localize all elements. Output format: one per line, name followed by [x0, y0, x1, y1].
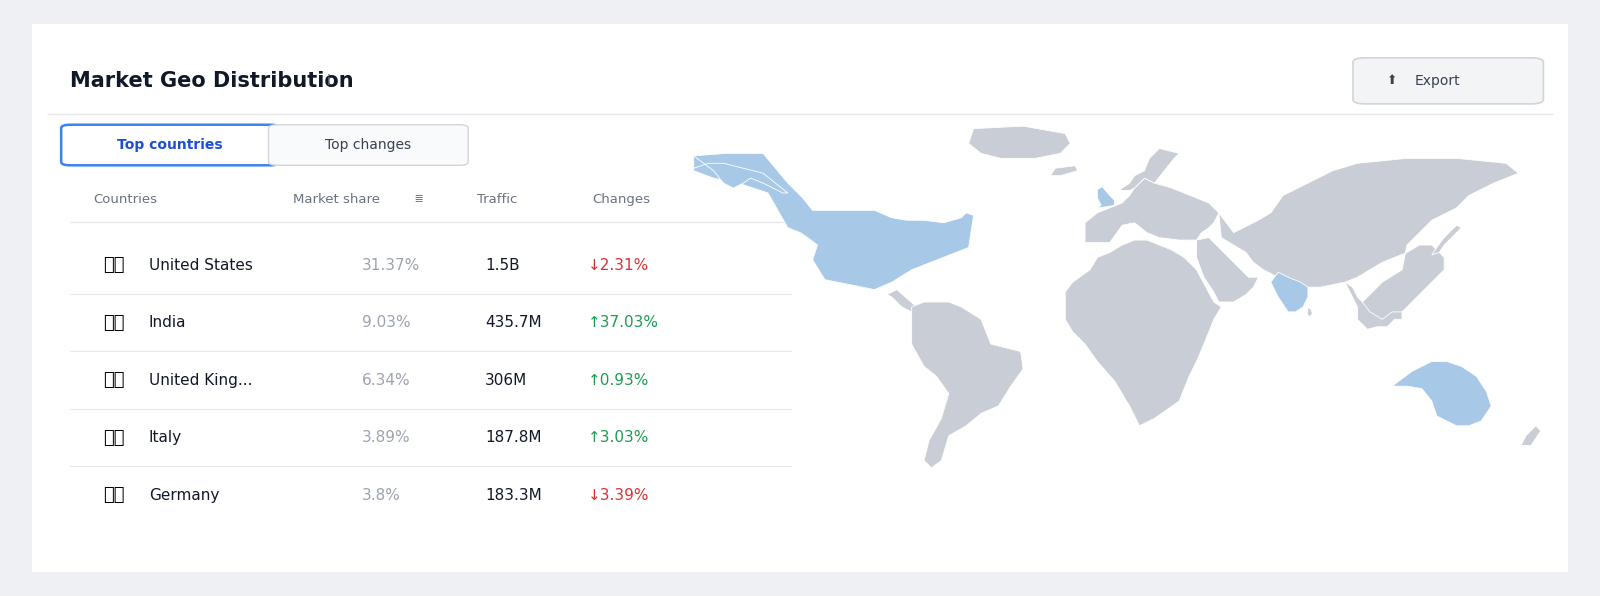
Text: 🇮🇹: 🇮🇹 [102, 429, 125, 447]
Text: ↑37.03%: ↑37.03% [589, 315, 659, 330]
Polygon shape [912, 302, 1022, 468]
Polygon shape [1085, 178, 1219, 243]
Text: ↓3.39%: ↓3.39% [589, 488, 650, 503]
Text: 435.7M: 435.7M [485, 315, 542, 330]
Text: Market Geo Distribution: Market Geo Distribution [70, 72, 354, 91]
Text: Italy: Italy [149, 430, 182, 445]
Text: 3.8%: 3.8% [362, 488, 402, 503]
Polygon shape [1270, 272, 1307, 312]
Text: Top changes: Top changes [325, 138, 411, 152]
Text: Germany: Germany [149, 488, 219, 503]
Text: 3.89%: 3.89% [362, 430, 411, 445]
Text: Changes: Changes [592, 193, 651, 206]
Text: ↓2.31%: ↓2.31% [589, 257, 650, 272]
Polygon shape [968, 126, 1070, 159]
Text: 9.03%: 9.03% [362, 315, 411, 330]
FancyBboxPatch shape [61, 125, 280, 165]
Polygon shape [886, 290, 925, 317]
Text: i: i [326, 74, 331, 88]
Text: 🇩🇪: 🇩🇪 [102, 486, 125, 504]
FancyBboxPatch shape [1354, 58, 1544, 104]
Polygon shape [1197, 238, 1259, 302]
Text: ↑3.03%: ↑3.03% [589, 430, 650, 445]
Text: 🇬🇧: 🇬🇧 [102, 371, 125, 389]
Text: 31.37%: 31.37% [362, 257, 421, 272]
Polygon shape [1096, 187, 1115, 209]
Text: 187.8M: 187.8M [485, 430, 542, 445]
Text: Export: Export [1414, 74, 1461, 88]
Text: United States: United States [149, 257, 253, 272]
Text: 🇮🇳: 🇮🇳 [102, 313, 125, 332]
Text: Traffic: Traffic [477, 193, 518, 206]
Text: 1.5B: 1.5B [485, 257, 520, 272]
Polygon shape [1219, 159, 1518, 329]
Text: ≣: ≣ [411, 194, 424, 204]
Text: 6.34%: 6.34% [362, 372, 411, 388]
Text: Countries: Countries [93, 193, 157, 206]
Text: ⬆: ⬆ [1387, 74, 1397, 88]
Text: 306M: 306M [485, 372, 528, 388]
Polygon shape [1522, 426, 1541, 446]
FancyBboxPatch shape [269, 125, 469, 165]
Text: ↑0.93%: ↑0.93% [589, 372, 650, 388]
Polygon shape [1346, 282, 1402, 329]
Polygon shape [1050, 166, 1078, 176]
Polygon shape [1392, 361, 1491, 426]
Polygon shape [694, 153, 973, 290]
FancyBboxPatch shape [16, 18, 1584, 578]
Polygon shape [1432, 225, 1461, 255]
Text: 183.3M: 183.3M [485, 488, 542, 503]
Text: India: India [149, 315, 186, 330]
Text: Top countries: Top countries [117, 138, 222, 152]
Polygon shape [1307, 308, 1312, 317]
Polygon shape [694, 156, 787, 193]
Text: 🇺🇸: 🇺🇸 [102, 256, 125, 274]
Polygon shape [1066, 240, 1221, 426]
Polygon shape [1120, 148, 1179, 191]
Text: Market share: Market share [293, 193, 381, 206]
Text: United King...: United King... [149, 372, 253, 388]
